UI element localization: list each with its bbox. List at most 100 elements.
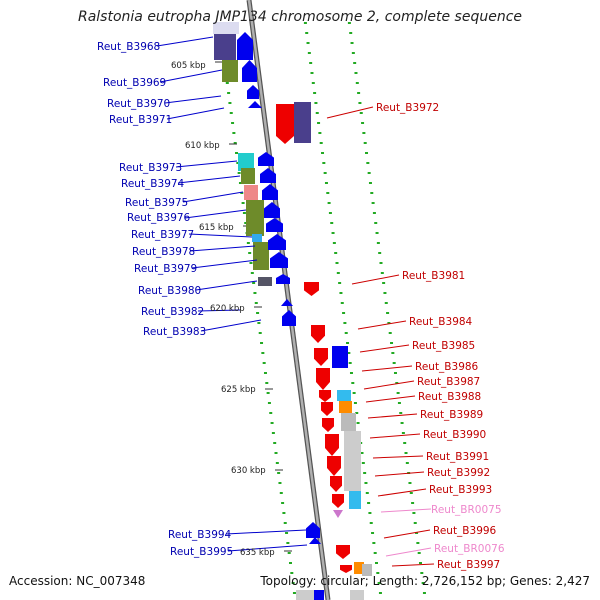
tick-dot xyxy=(347,352,351,354)
gene-label[interactable]: Reut_B3977 xyxy=(131,229,194,241)
tick-dot xyxy=(257,322,261,324)
gene-label[interactable]: Reut_B3990 xyxy=(423,429,486,441)
gene-label[interactable]: Reut_B3974 xyxy=(121,178,185,190)
tick-dot xyxy=(253,292,257,294)
tick-dot xyxy=(374,562,378,564)
gene-label[interactable]: Reut_B3991 xyxy=(426,451,489,463)
tick-dot xyxy=(263,372,267,374)
leader-line xyxy=(369,433,421,439)
tick-dot xyxy=(347,22,351,24)
leader-line xyxy=(361,365,413,372)
tick-dot xyxy=(270,422,274,424)
tick-dot xyxy=(376,242,380,244)
leader-line xyxy=(372,455,424,459)
tick-dot xyxy=(323,172,327,174)
gene-label[interactable]: Reut_B3985 xyxy=(412,340,475,352)
gene-block xyxy=(341,413,356,431)
gene-label[interactable]: Reut_B3973 xyxy=(119,162,182,174)
gene-label[interactable]: Reut_B3995 xyxy=(170,546,233,558)
tick-dot xyxy=(349,372,353,374)
gene-label[interactable]: Reut_B3987 xyxy=(417,376,480,388)
gene-label[interactable]: Reut_B3976 xyxy=(127,212,191,224)
tick-dot xyxy=(354,72,358,74)
gene-label[interactable]: Reut_B3996 xyxy=(433,525,497,537)
gene-label[interactable]: Reut_B3978 xyxy=(132,246,195,258)
gene-label[interactable]: Reut_B3975 xyxy=(125,197,188,209)
gene-block xyxy=(214,34,236,60)
gene-label[interactable]: Reut_B3994 xyxy=(168,529,232,541)
tick-dot xyxy=(240,192,244,194)
tick-dot xyxy=(340,302,344,304)
tick-dot xyxy=(322,162,326,164)
gene-block xyxy=(241,168,255,184)
gene-label[interactable]: Reut_B3988 xyxy=(418,391,481,403)
gene-block xyxy=(354,562,364,574)
leader-line xyxy=(225,529,307,535)
tick-dot xyxy=(321,152,325,154)
gene-label[interactable]: Reut_B3984 xyxy=(409,316,473,328)
tick-dot xyxy=(271,432,275,434)
gene-arrow xyxy=(332,494,344,508)
rna-label[interactable]: Reut_BR0076 xyxy=(434,543,505,555)
gene-label[interactable]: Reut_B3982 xyxy=(141,306,204,318)
gene-arrow xyxy=(260,168,276,183)
tick-605: 605 kbp xyxy=(171,61,206,71)
gene-label[interactable]: Reut_B3970 xyxy=(107,98,170,110)
tick-dot xyxy=(282,512,286,514)
gene-label[interactable]: Reut_B3986 xyxy=(415,361,479,373)
gene-label[interactable]: Reut_B3969 xyxy=(103,77,166,89)
right-gene-labels: Reut_B3972 Reut_B3981 Reut_B3984 Reut_B3… xyxy=(376,102,505,571)
gene-arrow xyxy=(247,85,259,99)
gene-label[interactable]: Reut_B3981 xyxy=(402,270,465,282)
leader-line xyxy=(191,259,258,269)
gene-block xyxy=(222,60,238,82)
tick-dot xyxy=(225,82,229,84)
gene-label[interactable]: Reut_B3983 xyxy=(143,326,206,338)
gene-block xyxy=(349,491,361,509)
leader-line xyxy=(200,319,262,332)
gene-block xyxy=(332,346,348,368)
gene-label[interactable]: Reut_B3971 xyxy=(109,114,172,126)
gene-label[interactable]: Reut_B3989 xyxy=(420,409,483,421)
tick-dot xyxy=(314,102,318,104)
leader-line xyxy=(159,69,223,83)
tick-dot xyxy=(380,272,384,274)
tick-dot xyxy=(343,322,347,324)
tick-dot xyxy=(241,202,245,204)
gene-label[interactable]: Reut_B3992 xyxy=(427,467,490,479)
gene-arrow xyxy=(270,252,288,268)
tick-dot xyxy=(346,342,350,344)
tick-dot xyxy=(252,282,256,284)
tick-dot xyxy=(356,422,360,424)
tick-dot xyxy=(349,32,353,34)
gene-block xyxy=(252,234,262,242)
gene-label[interactable]: Reut_B3968 xyxy=(97,41,160,53)
tick-dot xyxy=(277,472,281,474)
gene-arrow xyxy=(309,537,321,544)
gene-arrow xyxy=(258,152,274,166)
leader-line xyxy=(380,508,432,513)
gene-label[interactable]: Reut_B3997 xyxy=(437,559,500,571)
gene-label[interactable]: Reut_B3980 xyxy=(138,285,201,297)
tick-dot xyxy=(249,262,253,264)
leader-line xyxy=(365,395,416,403)
tick-dot xyxy=(339,292,343,294)
tick-dot xyxy=(232,132,236,134)
rna-label[interactable]: Reut_BR0075 xyxy=(431,504,502,516)
tick-dot xyxy=(397,402,401,404)
tick-dot xyxy=(411,502,415,504)
tick-dot xyxy=(231,122,235,124)
tick-dot xyxy=(279,492,283,494)
gene-block xyxy=(296,590,318,600)
tick-dot xyxy=(365,492,369,494)
gene-label[interactable]: Reut_B3993 xyxy=(429,484,492,496)
leader-line xyxy=(385,547,432,557)
gene-arrow xyxy=(281,299,293,306)
tick-dot xyxy=(327,202,331,204)
gene-label[interactable]: Reut_B3979 xyxy=(134,263,197,275)
tick-dot xyxy=(396,392,400,394)
gene-arrow xyxy=(322,418,334,432)
tick-dot xyxy=(250,272,254,274)
gene-label[interactable]: Reut_B3972 xyxy=(376,102,439,114)
